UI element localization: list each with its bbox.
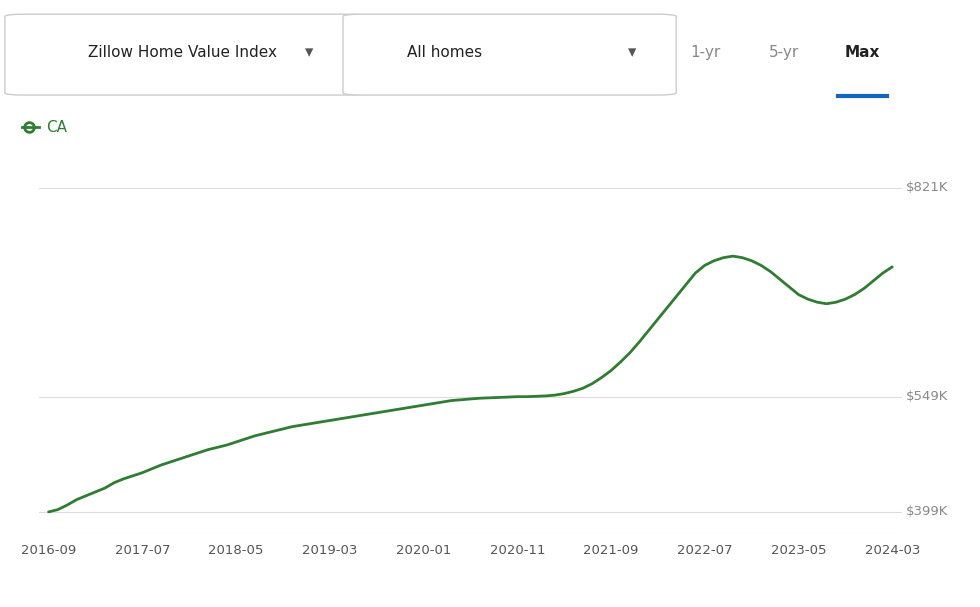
FancyBboxPatch shape	[5, 14, 368, 95]
Text: ▾: ▾	[628, 44, 636, 61]
Text: $549K: $549K	[906, 390, 949, 403]
Text: Max: Max	[845, 45, 880, 60]
Text: 5-yr: 5-yr	[769, 45, 799, 60]
Text: Zillow Home Value Index: Zillow Home Value Index	[88, 45, 277, 60]
FancyBboxPatch shape	[343, 14, 676, 95]
Text: CA: CA	[47, 120, 68, 135]
Text: All homes: All homes	[407, 45, 482, 60]
Text: $821K: $821K	[906, 181, 949, 194]
Text: 1-yr: 1-yr	[691, 45, 720, 60]
Text: ▾: ▾	[305, 44, 313, 61]
Text: $399K: $399K	[906, 506, 949, 518]
